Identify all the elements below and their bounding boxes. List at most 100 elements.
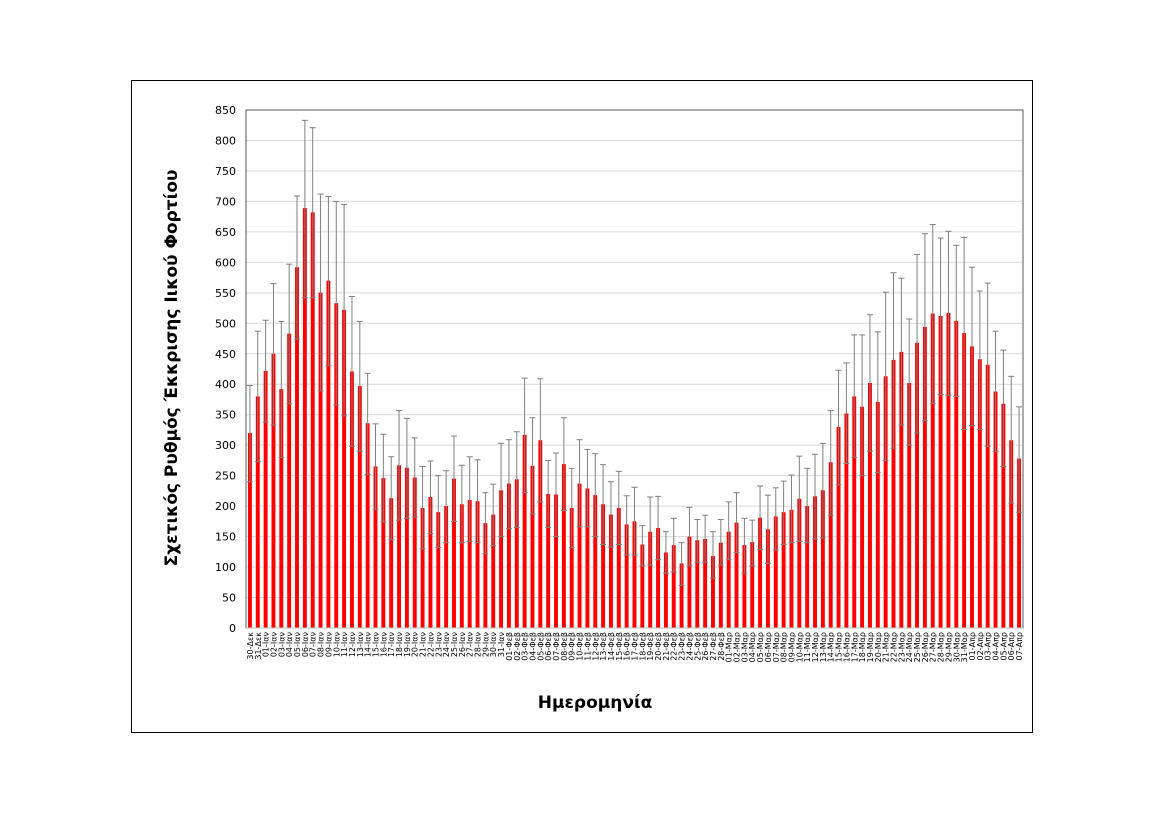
y-tick-label: 200 xyxy=(215,500,236,513)
bar xyxy=(758,517,763,628)
bar xyxy=(922,326,927,628)
x-tick-label: 28-Φεβ xyxy=(717,632,726,661)
x-tick-label: 10-Μαρ xyxy=(795,632,804,662)
x-tick-label: 19-Φεβ xyxy=(646,632,655,661)
bar xyxy=(718,542,723,628)
x-tick-label: 29-Ιαν xyxy=(481,631,490,657)
y-tick-label: 850 xyxy=(215,104,236,117)
bar xyxy=(813,496,817,628)
x-tick-label: 11-Μαρ xyxy=(803,632,812,662)
bar xyxy=(695,540,700,628)
bar xyxy=(287,333,292,628)
bar xyxy=(883,376,888,628)
x-tick-label: 10-Ιαν xyxy=(332,631,341,657)
x-tick-label: 30-Δεκ xyxy=(246,632,255,660)
x-tick-label: 28-Μαρ xyxy=(937,632,946,662)
x-tick-label: 05-Μαρ xyxy=(756,632,765,662)
x-tick-label: 02-Απρ xyxy=(976,632,985,660)
x-tick-label: 23-Μαρ xyxy=(897,632,906,662)
bar xyxy=(475,501,480,628)
x-tick-label: 06-Μαρ xyxy=(764,632,773,662)
bar xyxy=(624,524,629,628)
x-tick-label: 04-Μαρ xyxy=(748,632,757,662)
bar xyxy=(357,386,362,628)
bar xyxy=(954,320,959,628)
x-tick-label: 20-Μαρ xyxy=(874,632,883,662)
x-tick-label: 02-Μαρ xyxy=(733,632,742,662)
x-tick-label: 07-Ιαν xyxy=(309,631,318,657)
bar xyxy=(514,479,519,628)
bar xyxy=(506,483,511,628)
bar xyxy=(342,309,347,628)
bar xyxy=(726,531,731,628)
bar xyxy=(585,488,590,628)
bar xyxy=(459,504,464,628)
y-tick-label: 400 xyxy=(215,378,236,391)
bar xyxy=(797,498,802,628)
bar xyxy=(852,396,857,628)
x-tick-label: 21-Φεβ xyxy=(662,632,671,661)
bar xyxy=(365,423,370,628)
bar xyxy=(349,371,354,628)
bar xyxy=(326,280,331,628)
y-axis-title: Σχετικός Ρυθμός Έκκρισης Ιικού Φορτίου xyxy=(162,169,182,567)
bar xyxy=(530,465,535,628)
x-tick-label: 17-Ιαν xyxy=(387,631,396,657)
x-tick-label: 14-Μαρ xyxy=(827,632,836,662)
bar xyxy=(946,312,951,628)
bar xyxy=(428,496,433,628)
bar xyxy=(1017,458,1022,628)
bar xyxy=(334,303,339,628)
bar xyxy=(891,359,896,628)
x-tick-label: 15-Ιαν xyxy=(372,631,381,657)
y-tick-label: 450 xyxy=(215,348,236,361)
y-tick-label: 0 xyxy=(229,622,236,635)
bar xyxy=(711,556,715,628)
x-tick-label: 13-Ιαν xyxy=(356,631,365,657)
y-tick-label: 50 xyxy=(222,592,236,605)
bar xyxy=(1009,440,1014,628)
x-tick-label: 30-Μαρ xyxy=(952,632,961,662)
x-tick-label: 11-Φεβ xyxy=(583,632,592,661)
bar xyxy=(279,389,284,628)
x-tick-label: 24-Ιαν xyxy=(442,631,451,657)
y-tick-label: 600 xyxy=(215,256,236,269)
y-tick-label: 650 xyxy=(215,226,236,239)
y-tick-label: 150 xyxy=(215,531,236,544)
bar xyxy=(255,396,260,628)
x-tick-label: 31-Δεκ xyxy=(254,632,263,660)
bar xyxy=(930,313,935,628)
bar xyxy=(781,512,786,628)
x-tick-label: 10-Φεβ xyxy=(576,632,585,661)
y-tick-label: 500 xyxy=(215,317,236,330)
x-tick-label: 20-Ιαν xyxy=(411,631,420,657)
bar xyxy=(569,507,574,628)
bar xyxy=(687,536,692,628)
bar xyxy=(247,432,252,628)
x-tick-label: 08-Φεβ xyxy=(560,632,569,661)
x-tick-label: 06-Απρ xyxy=(1007,632,1016,660)
y-tick-label: 100 xyxy=(215,561,236,574)
bar xyxy=(318,292,323,628)
x-tick-label: 27-Ιαν xyxy=(466,631,475,657)
x-tick-label: 06-Ιαν xyxy=(301,631,310,657)
bar xyxy=(962,333,967,628)
x-tick-label: 12-Ιαν xyxy=(348,631,357,657)
x-tick-label: 13-Φεβ xyxy=(599,632,608,661)
bar xyxy=(561,464,566,628)
y-tick-label: 800 xyxy=(215,134,236,147)
x-tick-label: 26-Φεβ xyxy=(701,632,710,661)
x-tick-label: 16-Ιαν xyxy=(379,631,388,657)
bar xyxy=(828,462,833,628)
x-tick-label: 31-Ιαν xyxy=(497,631,506,657)
bar xyxy=(679,563,684,628)
bar xyxy=(389,498,394,628)
x-tick-label: 15-Μαρ xyxy=(835,632,844,662)
bar xyxy=(789,509,794,628)
x-tick-label: 16-Φεβ xyxy=(623,632,632,661)
bar xyxy=(601,504,606,628)
x-tick-label: 19-Ιαν xyxy=(403,631,412,657)
bar xyxy=(836,426,841,628)
x-tick-label: 03-Ιαν xyxy=(277,631,286,657)
